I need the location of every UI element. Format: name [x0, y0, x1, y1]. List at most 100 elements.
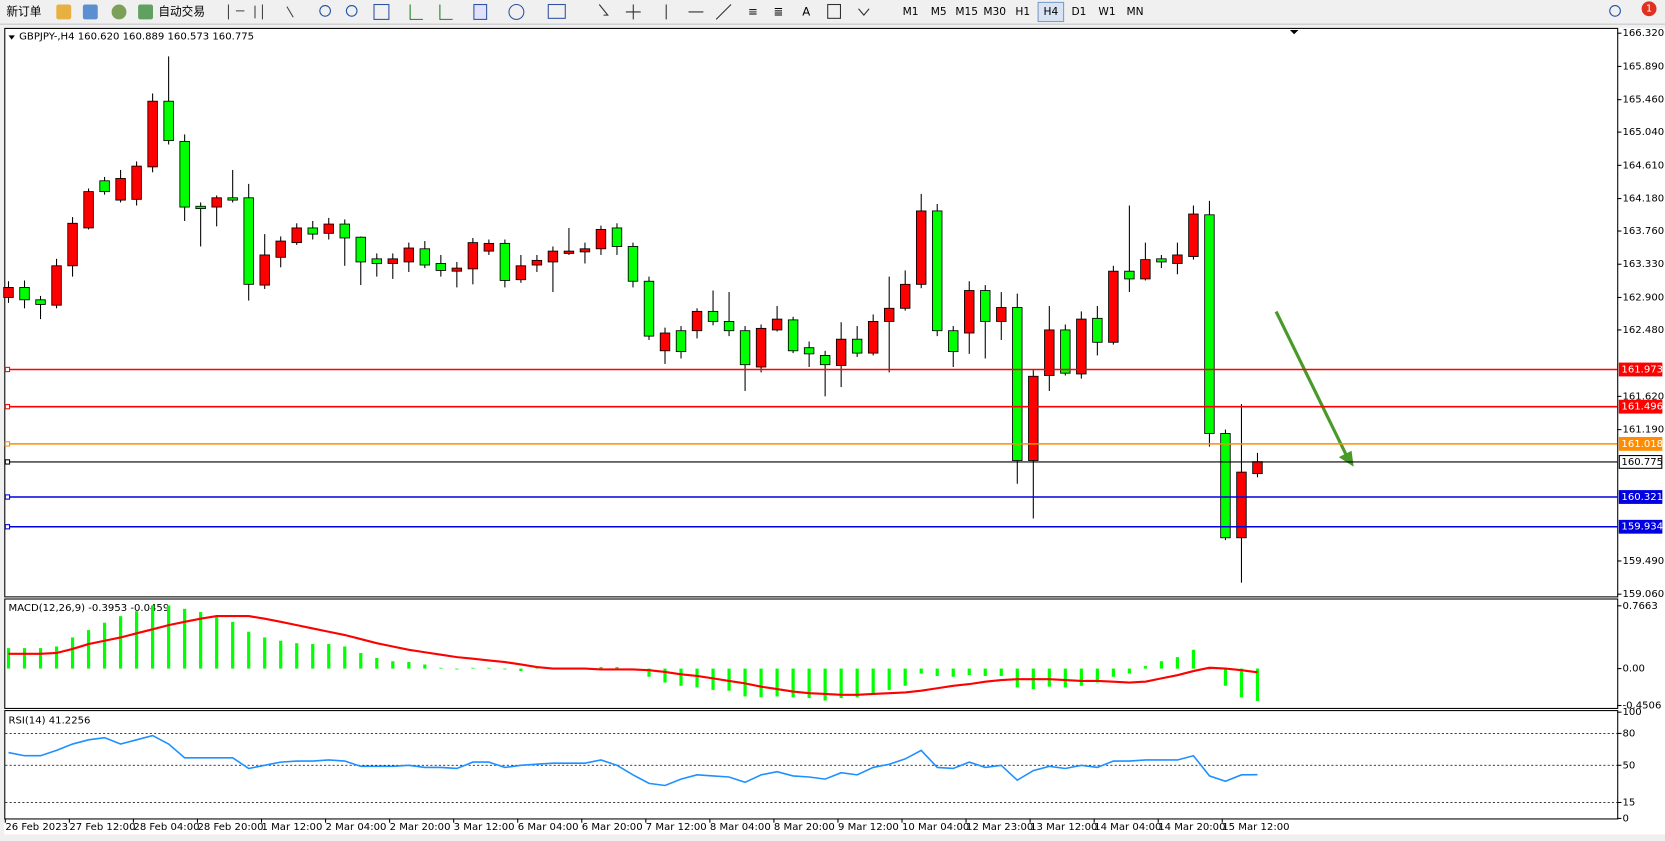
- candle-body: [419, 248, 431, 266]
- candle-body: [611, 227, 623, 247]
- timeframe-button[interactable]: W1: [1098, 5, 1115, 18]
- macd-bar: [999, 668, 1003, 676]
- macd-bar: [1207, 668, 1212, 670]
- x-tick-label: 26 Feb 2023: [5, 822, 68, 833]
- icon[interactable]: [473, 3, 488, 20]
- candle-body: [19, 286, 30, 301]
- price-label-bg: [1618, 455, 1663, 469]
- candle-body: [531, 259, 543, 266]
- candle-body: [211, 197, 222, 208]
- new-order-button[interactable]: 新订单: [6, 4, 41, 18]
- candle-body: [563, 250, 575, 254]
- candle-body: [883, 307, 895, 322]
- candle-body: [835, 338, 847, 366]
- zoom-out[interactable]: [345, 5, 358, 17]
- timeframe-button[interactable]: D1: [1071, 5, 1086, 18]
- macd-bar: [311, 644, 315, 669]
- y-tick-label: 164.610: [1622, 160, 1664, 171]
- x-tick-label: 15 Mar 12:00: [1222, 822, 1289, 833]
- timeframe-button[interactable]: H1: [1015, 5, 1030, 18]
- candle-body: [163, 100, 174, 142]
- timeframe-bar: M1 M5 M15 M30 H1 H4 D1 W1 MN: [903, 1, 1144, 23]
- icon[interactable]: [111, 4, 127, 20]
- icons[interactable]: [598, 4, 732, 20]
- candle-body: [1124, 270, 1135, 280]
- macd-bar: [263, 637, 267, 669]
- icon[interactable]: [858, 8, 870, 16]
- candle-body: [1108, 270, 1119, 343]
- macd-bar: [22, 648, 27, 669]
- timeframe-button[interactable]: M15: [955, 5, 978, 18]
- y-tick-label: 100: [1622, 707, 1641, 718]
- macd-bar: [1239, 668, 1244, 698]
- macd-bar: [359, 653, 363, 669]
- candle-body: [179, 140, 190, 208]
- auto-trading-button[interactable]: 自动交易: [158, 4, 205, 18]
- candle-body: [948, 330, 959, 352]
- icons[interactable]: [227, 4, 294, 20]
- icons[interactable]: [409, 4, 453, 20]
- macd-bar: [151, 605, 155, 669]
- y-tick-label: 80: [1622, 728, 1635, 739]
- candle-body: [787, 319, 799, 352]
- rsi-title: RSI(14) 41.2256: [9, 716, 91, 727]
- timeframe-button[interactable]: H4: [1043, 5, 1058, 18]
- icon[interactable]: [373, 3, 390, 20]
- candle-body: [867, 320, 879, 354]
- active-timeframe: [1037, 1, 1065, 23]
- candle-body: [515, 265, 527, 281]
- price-label: 161.496: [1621, 402, 1663, 413]
- x-tick-label: 27 Feb 12:00: [69, 822, 135, 833]
- icon[interactable]: A: [802, 4, 810, 18]
- macd-bar: [823, 668, 827, 701]
- icon[interactable]: [508, 3, 525, 20]
- icon[interactable]: [82, 4, 98, 20]
- x-tick-label: 10 Mar 04:00: [902, 822, 969, 833]
- candle-body: [1044, 329, 1055, 376]
- macd-bar: [1159, 661, 1163, 669]
- macd-bar: [183, 608, 187, 669]
- macd-bar: [791, 668, 795, 698]
- macd-bar: [327, 644, 331, 669]
- icon[interactable]: [138, 4, 154, 20]
- macd-bar: [1015, 668, 1019, 688]
- candle-body: [932, 210, 943, 332]
- timeframe-button[interactable]: M30: [983, 5, 1006, 18]
- candle-body: [1252, 461, 1263, 475]
- macd-bar: [343, 646, 347, 669]
- price-label: 161.973: [1621, 364, 1663, 375]
- search[interactable]: [1609, 5, 1621, 17]
- notification-badge[interactable]: [1641, 1, 1657, 17]
- icon[interactable]: [56, 4, 72, 20]
- timeframe-button[interactable]: MN: [1126, 5, 1143, 18]
- icon[interactable]: [547, 3, 566, 19]
- macd-bar: [1223, 668, 1228, 686]
- macd-bar: [839, 668, 843, 699]
- macd-bar: [775, 668, 779, 697]
- x-tick-label: 14 Mar 20:00: [1158, 822, 1225, 833]
- macd-bar: [215, 616, 219, 669]
- macd-bar: [1191, 649, 1196, 669]
- icon[interactable]: ≣: [774, 4, 784, 18]
- candle-body: [1188, 213, 1199, 257]
- x-tick-label: 2 Mar 04:00: [326, 822, 387, 833]
- timeframe-button[interactable]: M5: [931, 5, 947, 18]
- price-line-anchor: [4, 459, 11, 465]
- macd-bar: [1111, 668, 1115, 677]
- zoom-in[interactable]: [319, 5, 331, 17]
- timeframe-button[interactable]: M1: [903, 5, 919, 18]
- candle-body: [723, 320, 735, 332]
- icon[interactable]: [827, 3, 842, 19]
- price-label: 160.321: [1621, 492, 1663, 503]
- candle-body: [595, 229, 607, 250]
- y-tick-label: 161.620: [1622, 391, 1664, 402]
- macd-bar: [1079, 668, 1083, 686]
- macd-bar: [727, 668, 731, 691]
- notification-count: 1: [1646, 3, 1652, 14]
- macd-bar: [967, 668, 971, 676]
- candle-body: [499, 242, 511, 281]
- y-tick-label: 161.190: [1622, 425, 1664, 436]
- icon[interactable]: ≡: [748, 4, 758, 18]
- x-tick-label: 6 Mar 20:00: [582, 822, 643, 833]
- macd-bar: [247, 631, 251, 669]
